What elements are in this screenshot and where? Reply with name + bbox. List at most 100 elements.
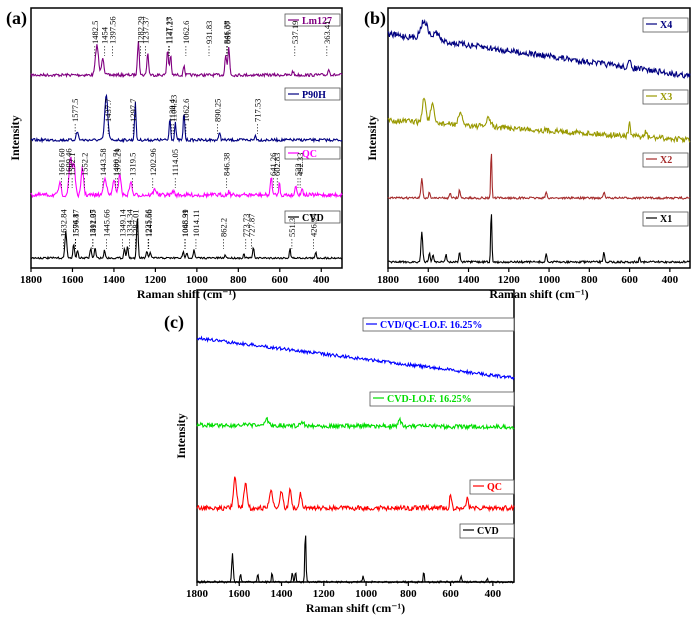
peak-label: 1287.01 (130, 209, 140, 237)
x-tick-label: 400 (485, 588, 502, 600)
peak-label: 1225.56 (143, 209, 153, 237)
plot-frame (30, 7, 343, 269)
x-tick-label: 1200 (498, 274, 521, 286)
series-line-x2 (387, 153, 691, 201)
series-line-x4 (387, 18, 691, 79)
peak-label: 1632.84 (59, 209, 69, 237)
peak-label: 1552.2 (79, 153, 89, 176)
legend-label: CVD-LO.F. 16.25% (387, 394, 472, 405)
peak-label: 426.94 (309, 213, 319, 237)
peak-label: 1577.5 (70, 99, 80, 122)
legend-entry: CVD (284, 210, 341, 224)
peak-label: 641.26 (268, 153, 278, 176)
legend-label: CVD/QC-LO.F. 16.25% (380, 320, 482, 331)
x-tick-label: 1200 (144, 274, 167, 286)
legend-entry: CVD-LO.F. 16.25% (369, 391, 515, 407)
legend-entry: X4 (642, 17, 689, 33)
legend-label: CVD (302, 213, 324, 224)
x-tick-label: 1000 (538, 274, 561, 286)
peak-label: 551.3 (287, 218, 297, 237)
x-tick-label: 1400 (458, 274, 481, 286)
peak-label: 492.33 (295, 153, 305, 176)
y-axis-label: Intensity (174, 413, 188, 458)
peak-label: 1609.46 (64, 148, 74, 176)
panel-a: (a) 1800 1600 1400 1200 1000 800 600 400 Raman sh… (6, 7, 343, 301)
panel-letter: (b) (364, 8, 386, 29)
series-line-qc (196, 476, 515, 513)
legend-label: Lm127 (302, 16, 332, 27)
legend-entry: P90H (284, 87, 341, 101)
x-tick-label: 600 (621, 274, 638, 286)
peak-label: 1282.29 (135, 16, 145, 44)
legend-entry: QC (469, 479, 515, 495)
x-tick-label: 1000 (355, 588, 378, 600)
series-line-cvd (30, 218, 343, 261)
x-tick-label: 1200 (313, 588, 336, 600)
x-tick-label: 1800 (377, 274, 400, 286)
peak-label: 1048.31 (180, 209, 190, 237)
x-tick-label: 800 (400, 588, 417, 600)
peak-label: 1372.29 (113, 148, 123, 176)
legend-entry: X1 (642, 211, 689, 227)
peak-label: 1141.27 (165, 17, 175, 44)
peak-label: 1400.71 (111, 148, 121, 176)
peak-label: 1237.37 (141, 16, 151, 44)
peak-label: 1065.99 (180, 209, 190, 237)
x-axis-label: Raman shift (cm⁻¹) (306, 601, 405, 615)
x-tick-label: 1400 (103, 274, 126, 286)
x-tick-label: 400 (662, 274, 679, 286)
peak-label: 1114.05 (170, 149, 180, 176)
panel-letter: (a) (6, 8, 27, 29)
series-line-lm127 (30, 41, 343, 79)
peak-label: 1661.60 (57, 148, 67, 176)
legend-entry: QC (284, 146, 341, 160)
x-tick-label: 800 (581, 274, 598, 286)
series-line-cvd (196, 535, 515, 585)
peak-label: 1062.6 (181, 99, 191, 122)
peak-label: 846.38 (222, 153, 232, 176)
x-tick-label: 600 (442, 588, 459, 600)
peak-label: 1437.7 (103, 99, 113, 122)
peak-label: 717.53 (252, 99, 262, 122)
peak-label: 1592.1 (67, 153, 77, 176)
legend-label: QC (302, 149, 317, 160)
peak-label: 1482.5 (90, 21, 100, 44)
x-tick-label: 1000 (186, 274, 209, 286)
peak-label: 1127.13 (164, 17, 174, 44)
legend-label: CVD (477, 526, 499, 537)
peak-label: 1334.34 (125, 209, 135, 237)
series-line-x3 (387, 97, 691, 144)
peak-label: 1349.14 (117, 209, 127, 237)
x-tick-label: 400 (313, 274, 330, 286)
peak-label: 1491.37 (88, 209, 98, 237)
legend-entry: CVD (459, 523, 515, 539)
peak-label: 1319.5 (128, 153, 138, 176)
legend-label: X1 (660, 214, 672, 225)
peak-label: 602.83 (272, 153, 282, 176)
peak-label: 931.83 (204, 21, 214, 44)
series-line-cvd-qc-lo-f-16-25- (196, 335, 515, 381)
legend-label: X2 (660, 155, 672, 166)
plot-frame (387, 7, 691, 269)
peak-label: 862.2 (218, 218, 228, 237)
peak-label: 1512.05 (88, 209, 98, 237)
peak-label: 1443.58 (98, 148, 108, 176)
x-axis-label: Raman shift (cm⁻¹) (489, 287, 588, 301)
y-axis-label: Intensity (365, 115, 379, 160)
peak-label: 1445.66 (101, 209, 111, 237)
peak-label: 1594.17 (71, 209, 81, 237)
x-tick-label: 1400 (271, 588, 294, 600)
legend-entry: X2 (642, 152, 689, 168)
legend-label: X3 (660, 92, 672, 103)
legend-label: QC (487, 482, 502, 493)
peak-label: 537.19 (290, 21, 300, 44)
legend-entry: CVD/QC-LO.F. 16.25% (362, 317, 515, 332)
peak-label: 1014.11 (191, 210, 201, 237)
peak-label: 861.07 (223, 21, 233, 44)
x-tick-label: 600 (272, 274, 289, 286)
peak-label: 1104.23 (168, 95, 178, 122)
peak-label: 1062.6 (181, 21, 191, 44)
y-axis-label: Intensity (8, 115, 22, 160)
peak-label: 363.41 (322, 21, 332, 44)
